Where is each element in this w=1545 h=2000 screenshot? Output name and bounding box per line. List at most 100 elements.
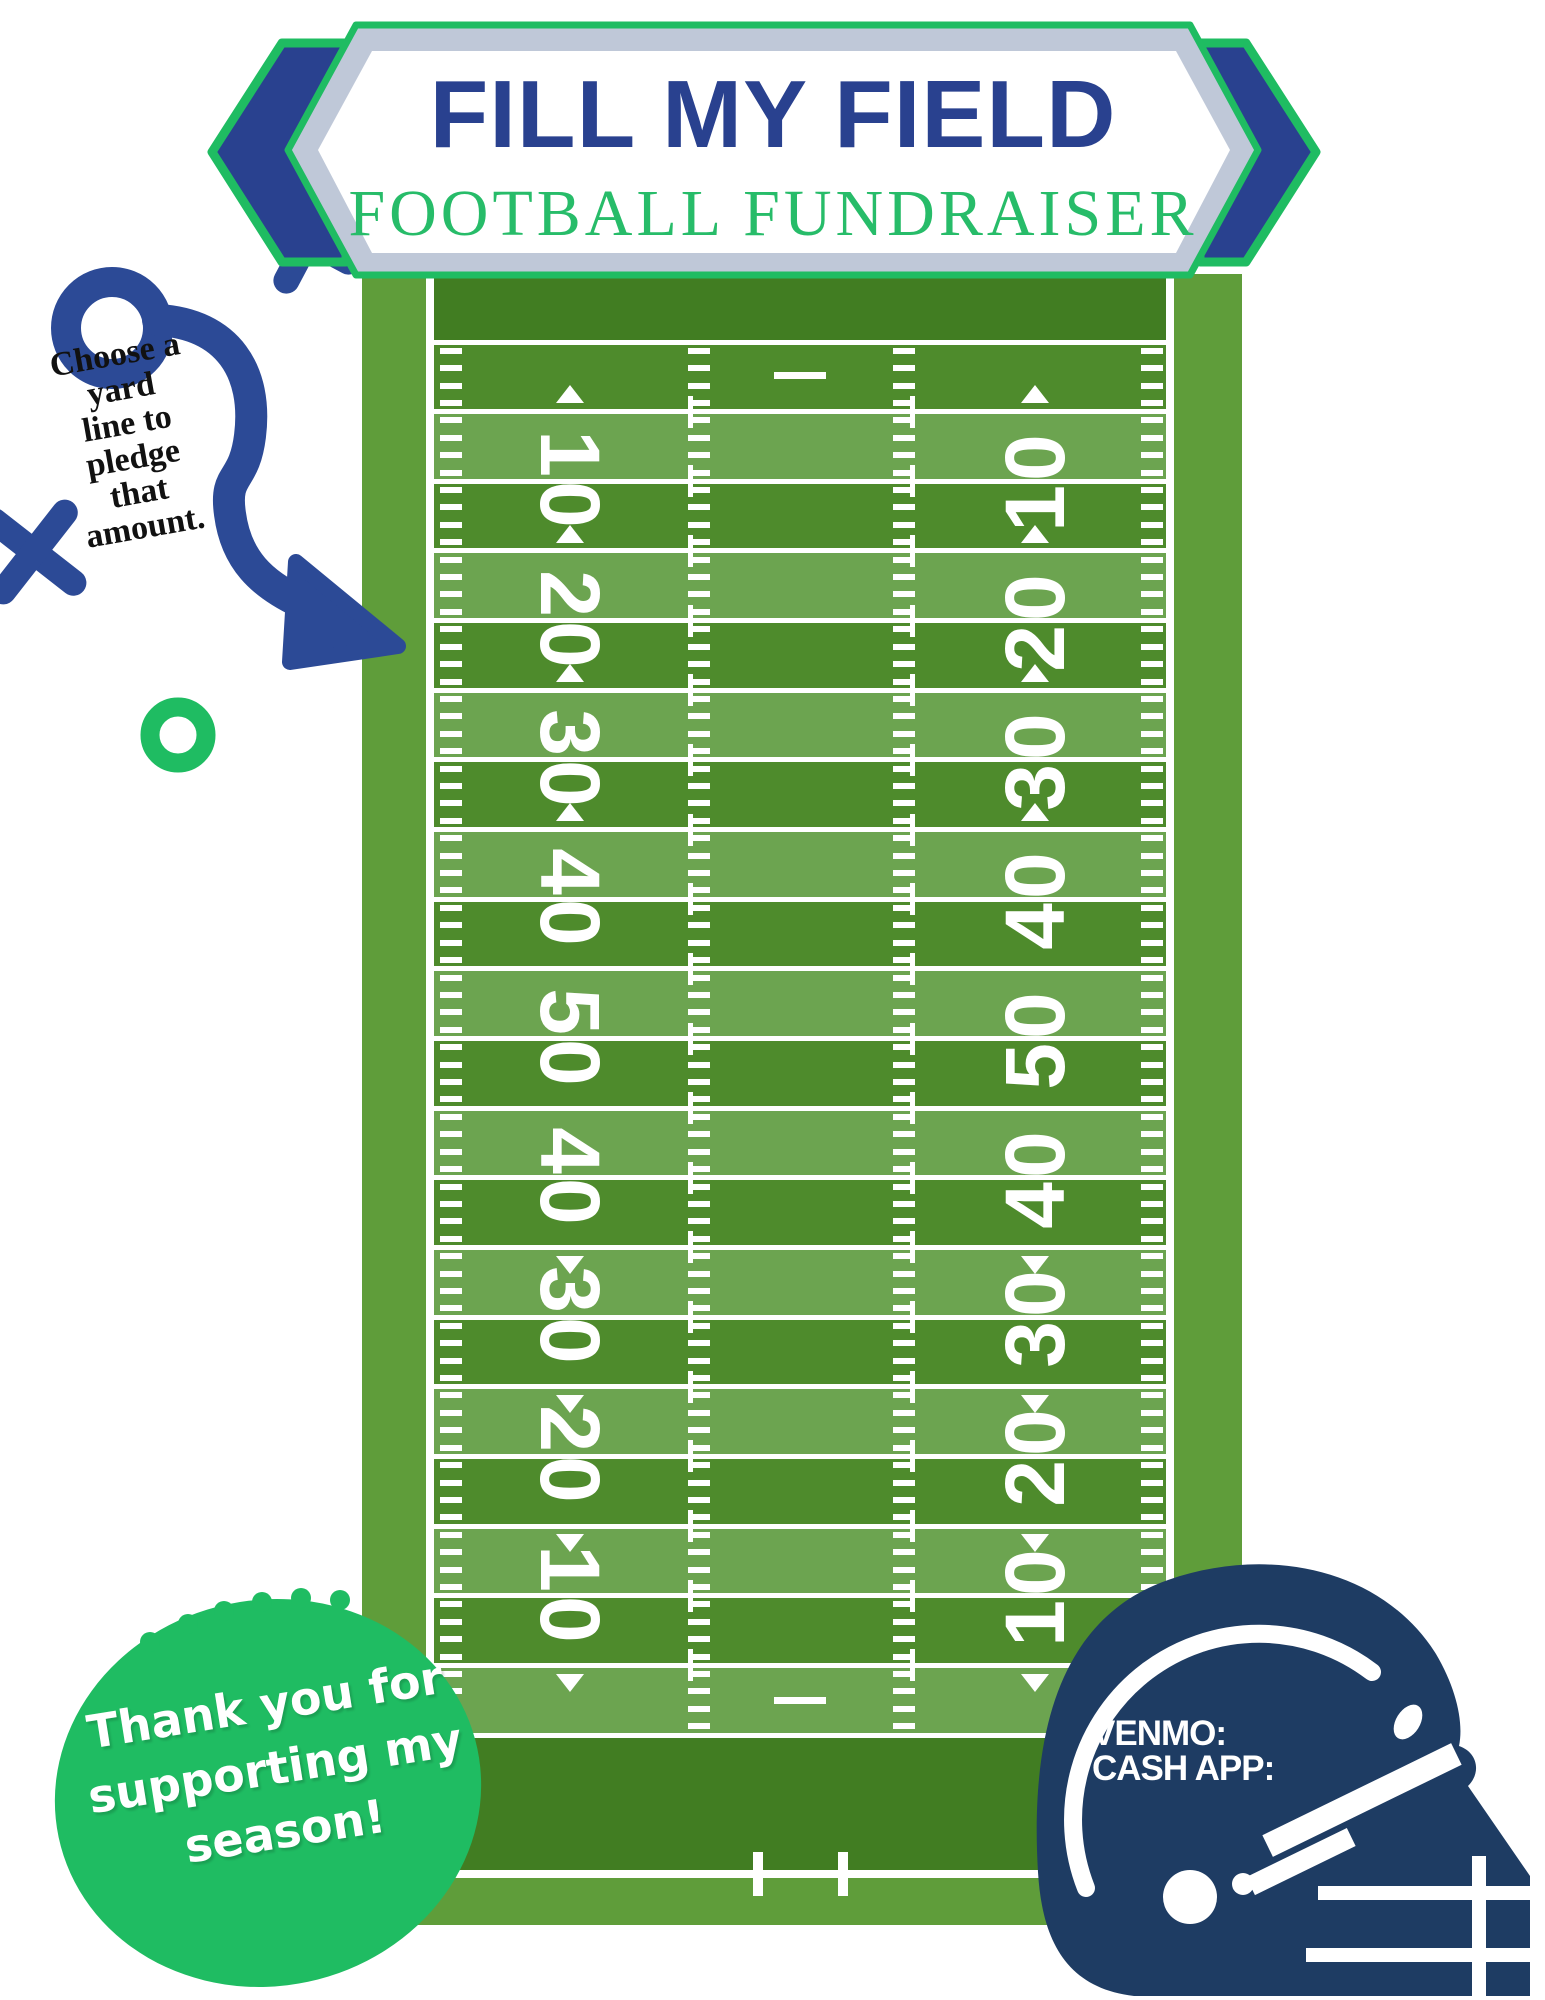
field-stripe	[434, 1456, 1166, 1528]
hash-mark	[893, 434, 915, 441]
hash-mark	[688, 713, 710, 720]
hash-mark	[1141, 730, 1163, 737]
hash-mark	[893, 539, 915, 546]
hash-mark	[688, 1131, 710, 1138]
banner-plate-inner	[318, 51, 1230, 253]
hash-mark	[688, 922, 710, 929]
yard-arrow-down-icon	[1021, 1534, 1049, 1553]
o-marker-green-icon	[140, 697, 216, 773]
hash-mark	[440, 1270, 462, 1277]
hash-mark	[893, 1096, 915, 1103]
hash-mark	[1141, 1183, 1163, 1190]
hash-mark	[1141, 1322, 1163, 1329]
hash-mark	[893, 1479, 915, 1486]
hash-mark	[688, 608, 710, 615]
hash-tick	[688, 604, 693, 637]
hash-mark	[440, 487, 462, 493]
hash-mark	[1141, 1566, 1163, 1573]
hash-mark	[1141, 1531, 1163, 1538]
hash-mark	[688, 957, 710, 964]
hash-mark	[440, 1409, 462, 1416]
hash-mark	[688, 800, 710, 807]
hash-mark	[688, 1287, 710, 1294]
hash-mark	[688, 1218, 710, 1225]
hash-mark	[440, 991, 462, 998]
hash-mark	[688, 1340, 710, 1347]
hash-mark	[1141, 1549, 1163, 1556]
yard-line	[434, 757, 1166, 763]
hash-mark	[440, 887, 462, 894]
hash-mark	[893, 1705, 915, 1712]
poster-subtitle: FOOTBALL FUNDRAISER	[348, 177, 1198, 250]
hash-mark	[893, 748, 915, 755]
yard-arrow-down-icon	[1021, 1255, 1049, 1274]
hash-mark	[688, 1705, 710, 1712]
yard-line	[434, 548, 1166, 554]
hash-mark	[893, 1061, 915, 1068]
hash-mark	[1141, 748, 1163, 755]
end-zone-top	[434, 274, 1166, 342]
hash-mark	[688, 434, 710, 441]
hash-tick	[910, 395, 915, 428]
hash-mark	[893, 800, 915, 807]
hash-mark	[688, 469, 710, 476]
hash-tick	[688, 1092, 693, 1125]
route-arrow-icon	[142, 304, 316, 618]
yard-arrow-up-icon	[1021, 524, 1049, 543]
hash-mark	[688, 1566, 710, 1573]
hash-mark	[688, 626, 710, 633]
hash-mark	[893, 1392, 915, 1399]
hash-mark	[1141, 1026, 1163, 1033]
hash-mark	[688, 1235, 710, 1242]
hash-mark	[688, 991, 710, 998]
hash-mark	[440, 521, 462, 528]
hash-mark	[688, 1688, 710, 1695]
yard-line	[434, 827, 1166, 833]
hash-mark	[688, 1479, 710, 1486]
hash-mark	[1141, 1305, 1163, 1312]
hash-mark	[440, 852, 462, 859]
hash-mark	[893, 452, 915, 459]
hash-mark	[1141, 1218, 1163, 1225]
hash-mark	[893, 1496, 915, 1503]
hash-mark	[893, 608, 915, 615]
hash-mark	[1141, 1113, 1163, 1120]
hash-mark	[688, 1583, 710, 1590]
hash-mark	[1141, 487, 1163, 493]
hash-mark	[440, 1531, 462, 1538]
route-arrowhead-icon	[282, 554, 406, 670]
hash-tick	[910, 604, 915, 637]
hash-mark	[1141, 1462, 1163, 1469]
hash-mark	[440, 1253, 462, 1260]
yard-arrow-down-icon	[1021, 1673, 1049, 1692]
hash-mark	[688, 1044, 710, 1051]
hash-mark	[440, 1375, 462, 1382]
yard-line	[434, 1175, 1166, 1181]
hash-mark	[1141, 608, 1163, 615]
hash-mark	[1141, 904, 1163, 911]
hash-mark	[893, 1235, 915, 1242]
hash-mark	[440, 1636, 462, 1643]
hash-mark	[893, 1287, 915, 1294]
hash-tick	[688, 1231, 693, 1264]
hash-tick	[910, 813, 915, 846]
hash-mark	[440, 1305, 462, 1312]
yard-arrow-up-icon	[556, 663, 584, 682]
hash-tick	[910, 883, 915, 916]
helmet-vent	[1393, 1704, 1423, 1740]
hash-mark	[1141, 1148, 1163, 1155]
hash-mark	[440, 904, 462, 911]
hash-mark	[893, 1375, 915, 1382]
hash-mark	[893, 1462, 915, 1469]
hash-mark	[1141, 1375, 1163, 1382]
hash-mark	[688, 1200, 710, 1207]
hash-mark	[688, 1462, 710, 1469]
hash-mark	[893, 661, 915, 668]
hash-mark	[893, 504, 915, 511]
hash-mark	[440, 469, 462, 476]
hash-mark	[893, 1618, 915, 1625]
hash-mark	[688, 504, 710, 511]
